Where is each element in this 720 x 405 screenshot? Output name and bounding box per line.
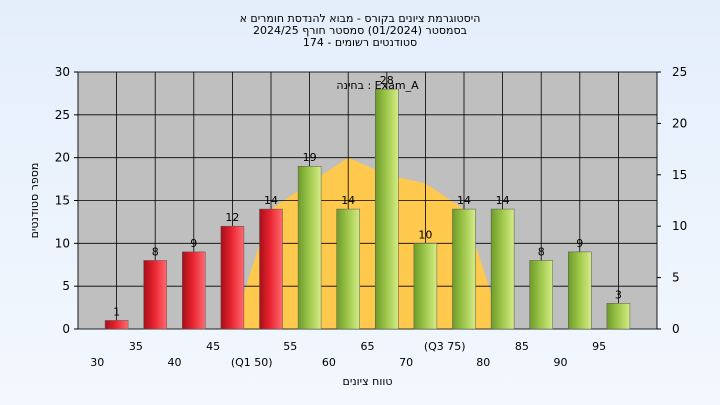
bar-value-label: 19 [303,151,317,164]
bar-value-label: 3 [615,288,622,301]
y2-tick-label: 25 [672,65,687,79]
histogram-bar [297,165,322,330]
x-tick-label: 30 [90,356,104,369]
chart-title-line-2: בסמסטר (01/2024) סמסטר חורף 2024/25 [253,24,467,37]
x-tick-label: 40 [168,356,182,369]
x-tick-label: 65 [361,340,375,353]
histogram-bar [413,243,438,330]
histogram-bar [568,251,592,330]
bar-value-label: 14 [264,194,278,207]
histogram-bar [452,208,476,330]
exam-subtitle: בחינה : Exam_A [336,79,419,92]
bar-value-label: 1 [113,305,120,318]
chart-title-line-3: סטודנטים רשומים - 174 [302,36,418,49]
x-tick-label: 70 [399,356,413,369]
x-tick-label: 90 [554,356,568,369]
bar-value-label: 14 [341,194,355,207]
y-tick-label: 5 [62,279,70,293]
bar-value-label: 8 [152,245,159,258]
y-axis-title: מספר סטודנטים [28,163,41,239]
bar-value-label: 8 [538,245,545,258]
histogram-bar [104,320,129,330]
y2-tick-label: 15 [672,168,687,182]
histogram-bar [143,260,167,330]
histogram-bar [182,251,206,330]
x-tick-label: 35 [129,340,143,353]
histogram-bar [259,208,283,330]
y-tick-label: 15 [55,194,70,208]
x-tick-label: 45 [206,340,220,353]
bar-value-label: 12 [225,211,239,224]
x-tick-label: (Q3 75) [424,340,466,353]
histogram-bar [375,88,399,330]
y-tick-label: 0 [62,322,70,336]
x-tick-label: 85 [515,340,529,353]
x-tick-label: 95 [592,340,606,353]
bar-value-label: 14 [457,194,471,207]
chart-title-line-1: היסטוגרמת ציונים בקורס - מבוא להנדסת חומ… [239,12,481,25]
histogram-bar [606,303,631,330]
y-tick-label: 30 [55,65,70,79]
x-tick-label: (Q1 50) [231,356,273,369]
histogram-bar [220,225,245,330]
y-tick-label: 25 [55,108,70,122]
y2-tick-label: 20 [672,116,687,130]
histogram-bar [529,260,553,330]
y2-tick-label: 10 [672,219,687,233]
bar-value-label: 9 [576,237,583,250]
x-tick-label: 55 [283,340,297,353]
histogram-bar [490,208,515,330]
y2-tick-label: 5 [672,271,680,285]
x-axis-title: טווח ציונים [343,375,393,388]
y-tick-label: 20 [55,151,70,165]
y-tick-label: 10 [55,236,70,250]
bar-value-label: 10 [418,228,432,241]
x-tick-label: 60 [322,356,336,369]
bar-value-label: 9 [190,237,197,250]
histogram-bar [336,208,360,330]
bar-value-label: 14 [496,194,510,207]
bar-value-label: 28 [380,74,394,87]
x-tick-label: 80 [476,356,490,369]
y2-tick-label: 0 [672,322,680,336]
